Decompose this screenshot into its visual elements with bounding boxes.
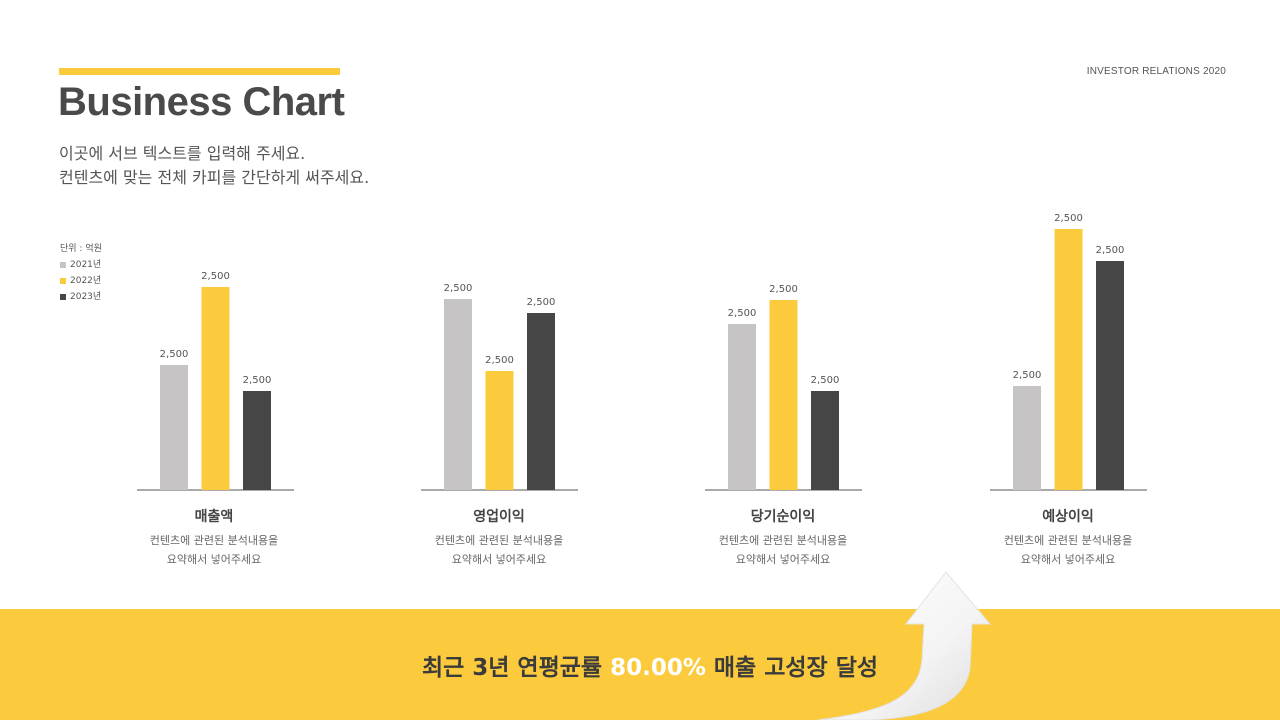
group-desc-line-2: 요약해서 넣어주세요 (451, 553, 547, 566)
subtitle-line-1: 이곳에 서브 텍스트를 입력해 주세요. (59, 144, 306, 163)
group-desc-line-2: 요약해서 넣어주세요 (166, 553, 262, 566)
data-label-net-income-2022: 2,500 (769, 284, 798, 295)
group-desc-line-1: 컨텐츠에 관련된 분석내용을 (1003, 534, 1133, 547)
legend-item-2022: 2022년 (60, 273, 102, 289)
bar-expected-profit-2022 (1054, 229, 1083, 490)
legend-label-2022: 2022년 (70, 276, 102, 286)
bar-sales-2023 (243, 391, 271, 490)
data-label-sales-2022: 2,500 (201, 271, 230, 282)
bar-operating-profit-2023 (527, 313, 555, 490)
bar-sales-2022 (201, 287, 230, 490)
legend-swatch-2023 (60, 294, 66, 300)
group-desc-line-2: 요약해서 넣어주세요 (1020, 553, 1116, 566)
bar-operating-profit-2022 (485, 371, 514, 490)
bar-chart: 2,500 2,500 2,500 2,500 2,500 2,500 2,500 2,500… (137, 213, 1147, 491)
group-title: 매출액 (194, 509, 234, 525)
data-label-net-income-2023: 2,500 (811, 375, 840, 386)
banner-text-before: 최근 3년 연평균률 (421, 655, 611, 681)
bar-expected-profit-2023 (1096, 261, 1124, 490)
banner-text: 최근 3년 연평균률 80.00% 매출 고성장 달성 (0, 648, 1280, 682)
bar-net-income-2022 (769, 300, 798, 490)
group-text-sales: 매출액 컨텐츠에 관련된 분석내용을 요약해서 넣어주세요 (114, 506, 314, 569)
bar-operating-profit-2021 (444, 299, 472, 490)
group-text-net-income: 당기순이익 컨텐츠에 관련된 분석내용을 요약해서 넣어주세요 (683, 506, 883, 569)
legend-label-2023: 2023년 (70, 292, 102, 302)
group-description: 컨텐츠에 관련된 분석내용을 요약해서 넣어주세요 (683, 531, 883, 569)
report-label: INVESTOR RELATIONS 2020 (1086, 66, 1226, 77)
legend-unit: 단위 : 억원 (60, 244, 102, 254)
chart-legend: 단위 : 억원 2021년 2022년 2023년 (60, 241, 102, 305)
group-desc-line-1: 컨텐츠에 관련된 분석내용을 (149, 534, 279, 547)
data-label-operating-profit-2022: 2,500 (485, 355, 514, 366)
bar-expected-profit-2021 (1013, 386, 1041, 490)
data-label-operating-profit-2023: 2,500 (527, 297, 556, 308)
data-label-expected-profit-2022: 2,500 (1054, 213, 1083, 224)
legend-swatch-2021 (60, 262, 66, 268)
legend-item-2021: 2021년 (60, 257, 102, 273)
group-title: 예상이익 (1042, 509, 1094, 525)
data-label-sales-2023: 2,500 (243, 375, 272, 386)
group-desc-line-1: 컨텐츠에 관련된 분석내용을 (434, 534, 564, 547)
group-title: 당기순이익 (750, 509, 816, 525)
legend-item-2023: 2023년 (60, 289, 102, 305)
title-accent-bar (59, 68, 340, 75)
group-desc-line-2: 요약해서 넣어주세요 (735, 553, 831, 566)
data-label-sales-2021: 2,500 (160, 349, 189, 360)
subtitle: 이곳에 서브 텍스트를 입력해 주세요. 컨텐츠에 맞는 전체 카피를 간단하게… (59, 142, 369, 190)
group-text-operating-profit: 영업이익 컨텐츠에 관련된 분석내용을 요약해서 넣어주세요 (399, 506, 599, 569)
group-title: 영업이익 (473, 509, 525, 525)
group-description: 컨텐츠에 관련된 분석내용을 요약해서 넣어주세요 (399, 531, 599, 569)
data-label-net-income-2021: 2,500 (728, 308, 757, 319)
banner-highlight-value: 80.00% (610, 655, 706, 681)
subtitle-line-2: 컨텐츠에 맞는 전체 카피를 간단하게 써주세요. (59, 168, 370, 187)
group-text-expected-profit: 예상이익 컨텐츠에 관련된 분석내용을 요약해서 넣어주세요 (968, 506, 1168, 569)
bar-net-income-2023 (811, 391, 839, 490)
banner-text-after: 매출 고성장 달성 (705, 655, 879, 681)
bar-net-income-2021 (728, 324, 756, 490)
group-description: 컨텐츠에 관련된 분석내용을 요약해서 넣어주세요 (968, 531, 1168, 569)
legend-label-2021: 2021년 (70, 260, 102, 270)
group-desc-line-1: 컨텐츠에 관련된 분석내용을 (718, 534, 848, 547)
summary-banner (0, 609, 1280, 720)
bar-sales-2021 (160, 365, 188, 490)
legend-swatch-2022 (60, 278, 66, 284)
data-label-expected-profit-2021: 2,500 (1013, 370, 1042, 381)
group-description: 컨텐츠에 관련된 분석내용을 요약해서 넣어주세요 (114, 531, 314, 569)
data-label-operating-profit-2021: 2,500 (444, 283, 473, 294)
data-label-expected-profit-2023: 2,500 (1096, 245, 1125, 256)
page-title: Business Chart (58, 80, 345, 124)
